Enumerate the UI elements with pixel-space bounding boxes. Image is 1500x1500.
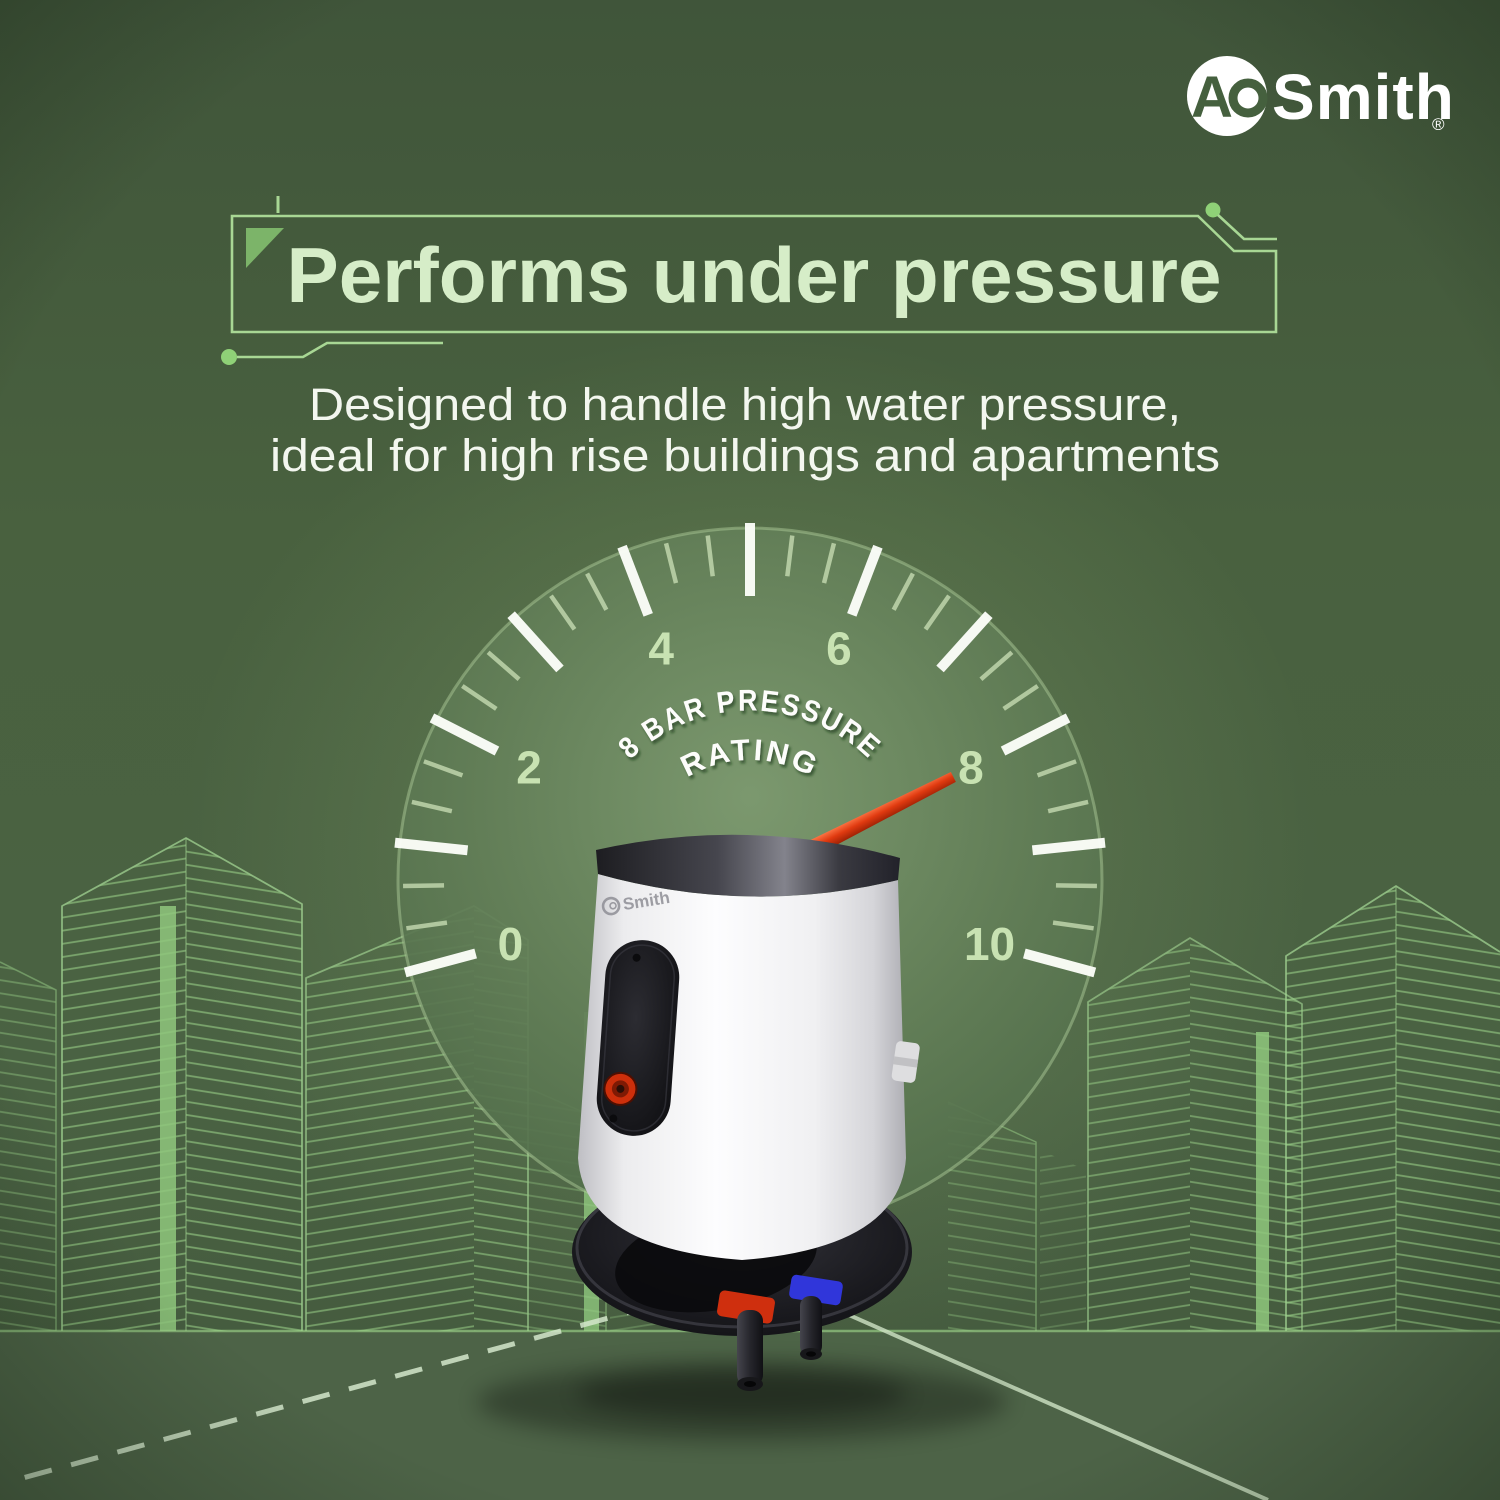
headline-title: Performs under pressure <box>287 231 1222 319</box>
circuit-node-bottom-left <box>221 341 443 365</box>
subtitle-line2: ideal for high rise buildings and apartm… <box>270 430 1220 481</box>
frame-corner-triangle <box>246 228 284 268</box>
circuit-node-top-right <box>1205 202 1277 241</box>
brand-logo-o <box>1228 78 1268 118</box>
subtitle: Designed to handle high water pressure, … <box>270 379 1220 481</box>
brand-logo-name: Smith <box>1272 61 1455 133</box>
brand-logo: A Smith ® <box>1187 56 1455 136</box>
headline-frame <box>221 196 1278 365</box>
registered-mark: ® <box>1432 115 1445 134</box>
subtitle-line1: Designed to handle high water pressure, <box>309 379 1181 430</box>
brand-logo-a: A <box>1191 65 1233 130</box>
